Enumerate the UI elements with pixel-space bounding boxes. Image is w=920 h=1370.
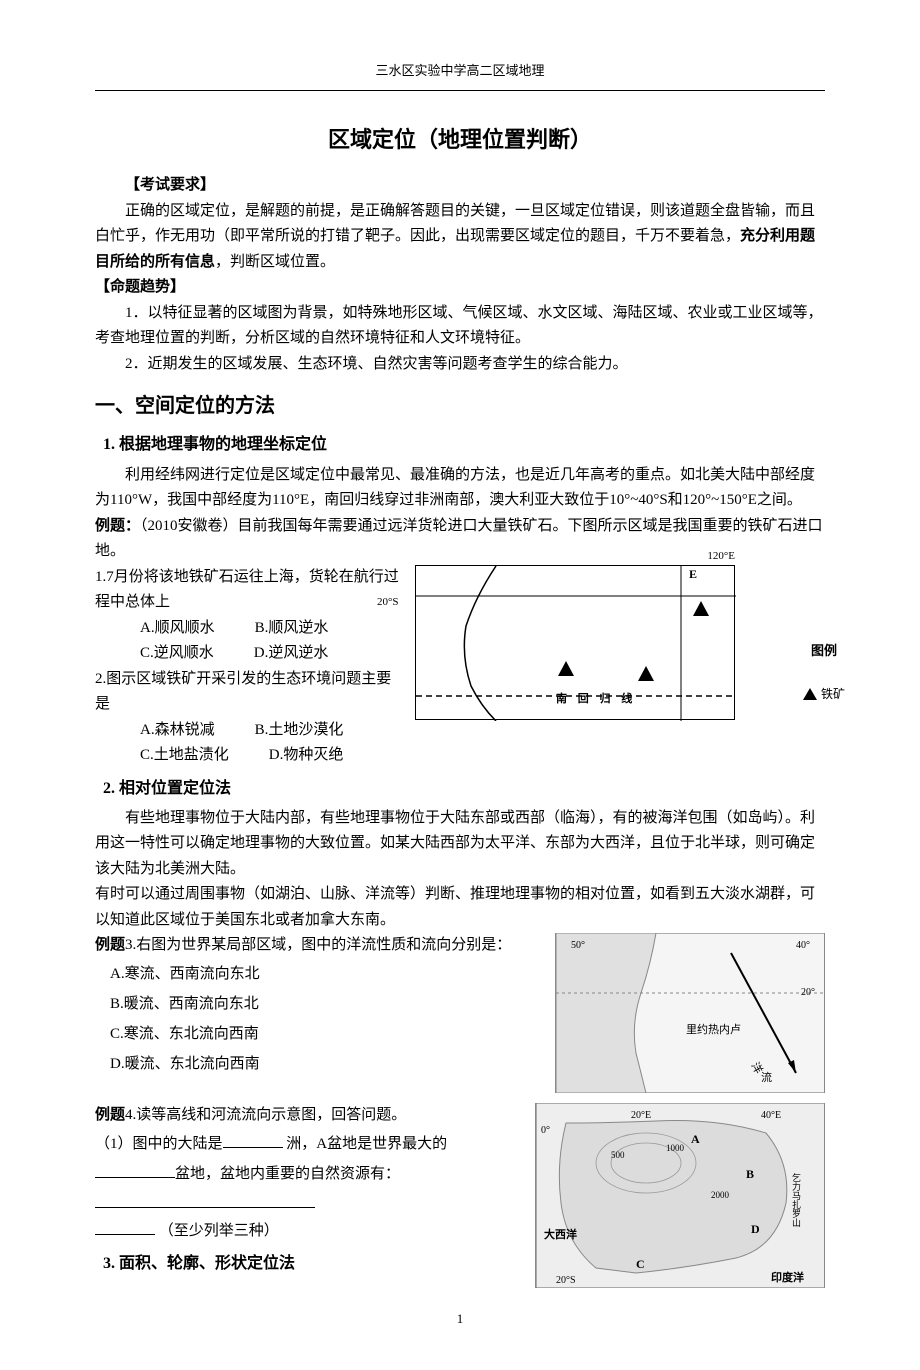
example-3-num: 3. xyxy=(125,937,136,953)
svg-text:40°: 40° xyxy=(796,940,810,951)
page-header: 三水区实验中学高二区域地理 xyxy=(95,60,825,82)
ex4-q1: （1）图中的大陆是 洲，A盆地是世界最大的盆地，盆地内重要的自然资源有： xyxy=(95,1129,525,1219)
ex4-q1-end: （至少列举三种） xyxy=(159,1223,279,1239)
q2-text: 2.图示区域铁矿开采引发的生态环境问题主要是 xyxy=(95,667,405,718)
sub-1-title: 1. 根据地理事物的地理坐标定位 xyxy=(95,431,825,458)
map1-legend-item: 铁矿 xyxy=(821,684,845,704)
q1-opt-d: D.逆风逆水 xyxy=(254,641,329,667)
ex4-q1-mid2: 盆地，盆地内重要的自然资源有： xyxy=(175,1166,400,1182)
sub-2-text-1: 有些地理事物位于大陆内部，有些地理事物位于大陆东部或西部（临海），有的被海洋包围… xyxy=(95,806,825,883)
exam-req-text-1: 正确的区域定位，是解题的前提，是正确解答题目的关键，一旦区域定位错误，则该道题全… xyxy=(95,203,815,245)
exam-req-label: 【考试要求】 xyxy=(95,173,825,199)
svg-text:里约热内卢: 里约热内卢 xyxy=(686,1022,741,1036)
trend-item-1: 1．以特征显著的区域图为背景，如特殊地形区域、气候区域、水文区域、海陆区域、农业… xyxy=(95,301,825,352)
ex3-opt-d: D.暖流、东北流向西南 xyxy=(110,1049,545,1079)
svg-text:20°E: 20°E xyxy=(631,1110,651,1121)
map1-lat-label: 20°S xyxy=(377,593,399,612)
map-1-container: 120°E 20°S E 南 回 归 线 图例 xyxy=(415,565,795,720)
ex3-opt-b: B.暖流、西南流向东北 xyxy=(110,989,545,1019)
sub-1-text: 利用经纬网进行定位是区域定位中最常见、最准确的方法，也是近几年高考的重点。如北美… xyxy=(95,463,825,514)
svg-text:大西洋: 大西洋 xyxy=(544,1227,577,1241)
ex4-q1-pre: （1）图中的大陆是 xyxy=(95,1136,223,1152)
svg-text:E: E xyxy=(689,567,697,581)
q2-opt-a: A.森林锐减 xyxy=(140,718,215,744)
map1-lon-label: 120°E xyxy=(707,547,735,566)
map-3-container: 20°E 40°E 0° 20°S A B C D 500 1000 2000 … xyxy=(535,1103,825,1288)
example-1-label: 例题： xyxy=(95,518,140,534)
q1-text: 1.7月份将该地铁矿石运往上海，货轮在航行过程中总体上 xyxy=(95,565,405,616)
svg-text:印度洋: 印度洋 xyxy=(771,1270,804,1284)
sub-3-title: 3. 面积、轮廓、形状定位法 xyxy=(95,1250,525,1277)
map1-legend-title: 图例 xyxy=(803,640,845,662)
blank-3[interactable] xyxy=(95,1193,315,1208)
svg-text:D: D xyxy=(751,1222,760,1236)
section-1-title: 一、空间定位的方法 xyxy=(95,389,825,423)
sub-2-text-2: 有时可以通过周围事物（如湖泊、山脉、洋流等）判断、推理地理事物的相对位置，如看到… xyxy=(95,882,825,933)
svg-text:1000: 1000 xyxy=(666,1143,685,1153)
ex3-opt-a: A.寒流、西南流向东北 xyxy=(110,959,545,989)
map-3-svg: 20°E 40°E 0° 20°S A B C D 500 1000 2000 … xyxy=(536,1103,824,1288)
trend-label: 【命题趋势】 xyxy=(95,275,825,301)
svg-text:500: 500 xyxy=(611,1150,625,1160)
ex4-q1-end-row: （至少列举三种） xyxy=(95,1219,525,1245)
ex4-q1-mid: 洲，A盆地是世界最大的 xyxy=(286,1136,447,1152)
svg-text:流: 流 xyxy=(761,1070,772,1084)
main-title: 区域定位（地理位置判断） xyxy=(95,121,825,158)
example-4-num: 4. xyxy=(125,1107,136,1123)
ex3-opt-c: C.寒流、东北流向西南 xyxy=(110,1019,545,1049)
example-3-text: 右图为世界某局部区域，图中的洋流性质和流向分别是： xyxy=(136,937,511,953)
example-3-intro: 例题3.右图为世界某局部区域，图中的洋流性质和流向分别是： xyxy=(95,933,545,959)
svg-text:0°: 0° xyxy=(541,1125,550,1136)
q1-opt-a: A.顺风顺水 xyxy=(140,616,215,642)
header-divider xyxy=(95,90,825,91)
q2-opt-c: C.土地盐渍化 xyxy=(140,743,229,769)
q2-opt-b: B.土地沙漠化 xyxy=(255,718,344,744)
example-3-label: 例题 xyxy=(95,937,125,953)
trend-item-2: 2．近期发生的区域发展、生态环境、自然灾害等问题考查学生的综合能力。 xyxy=(95,352,825,378)
svg-text:A: A xyxy=(691,1132,700,1146)
triangle-icon xyxy=(803,688,817,700)
map1-tropic: 南 回 归 线 xyxy=(556,690,636,709)
exam-req-text-2: ，判断区域位置。 xyxy=(215,254,335,270)
sub-2-title: 2. 相对位置定位法 xyxy=(95,775,825,802)
map-2-svg: 50° 40° 20° 里约热内卢 洋 流 xyxy=(556,933,824,1093)
svg-text:C: C xyxy=(636,1257,645,1271)
svg-text:20°S: 20°S xyxy=(556,1275,576,1286)
blank-1[interactable] xyxy=(223,1133,283,1148)
example-4-label: 例题 xyxy=(95,1107,125,1123)
blank-2[interactable] xyxy=(95,1163,175,1178)
q2-opt-d: D.物种灭绝 xyxy=(269,743,344,769)
exam-req-text: 正确的区域定位，是解题的前提，是正确解答题目的关键，一旦区域定位错误，则该道题全… xyxy=(95,199,825,276)
page-number: 1 xyxy=(95,1308,825,1330)
q1-opt-b: B.顺风逆水 xyxy=(255,616,329,642)
svg-text:50°: 50° xyxy=(571,940,585,951)
svg-text:乞力马扎罗山: 乞力马扎罗山 xyxy=(791,1172,801,1227)
blank-4[interactable] xyxy=(95,1220,155,1235)
svg-text:B: B xyxy=(746,1167,754,1181)
example-4-text: 读等高线和河流流向示意图，回答问题。 xyxy=(136,1107,406,1123)
map-2-container: 50° 40° 20° 里约热内卢 洋 流 xyxy=(555,933,825,1093)
q1-opt-c: C.逆风顺水 xyxy=(140,641,214,667)
svg-text:2000: 2000 xyxy=(711,1190,730,1200)
example-4-intro: 例题4.读等高线和河流流向示意图，回答问题。 xyxy=(95,1103,525,1129)
svg-text:40°E: 40°E xyxy=(761,1110,781,1121)
svg-text:20°: 20° xyxy=(801,987,815,998)
